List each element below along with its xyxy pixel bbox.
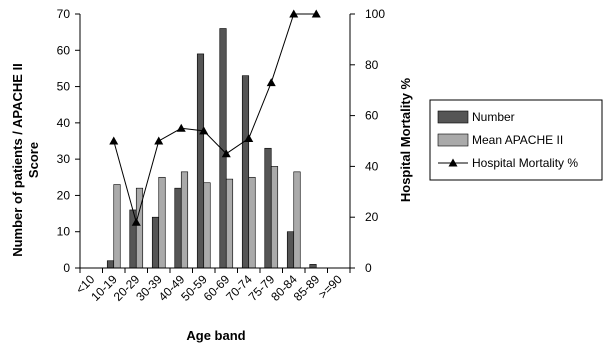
legend: Number Mean APACHE II Hospital Mortality % [429, 99, 603, 181]
bar-mean-apache-ii [293, 171, 301, 269]
y-axis-right: 0 20 40 60 80 100 [349, 7, 385, 275]
x-tick-label: >=90 [316, 272, 345, 301]
y-tick-label: 60 [57, 43, 71, 57]
mortality-line [113, 13, 317, 225]
y-tick-label: 20 [57, 188, 71, 202]
x-axis-title: Age band [186, 328, 245, 343]
bar-number [151, 216, 160, 269]
y2-tick-label: 80 [365, 58, 379, 72]
legend-label: Hospital Mortality % [472, 156, 578, 170]
bar-mean-apache-ii [180, 171, 189, 269]
mortality-point [244, 133, 254, 142]
legend-label: Mean APACHE II [472, 133, 563, 147]
bar-mean-apache-ii [270, 166, 279, 269]
bar-mean-apache-ii [135, 187, 144, 269]
y2-tick-label: 0 [365, 261, 372, 275]
y-tick-label: 30 [57, 152, 71, 166]
bar-mean-apache-ii [158, 176, 166, 269]
y2-tick-label: 40 [365, 159, 379, 173]
bar-number [174, 187, 182, 269]
y-axis-title-line2: Score [26, 142, 41, 178]
y-tick-label: 0 [63, 261, 70, 275]
legend-triangle-marker [448, 158, 458, 167]
y2-tick-label: 20 [365, 210, 379, 224]
y-tick-label: 70 [57, 7, 71, 21]
mortality-point [311, 9, 321, 18]
x-tick-label: 85-89 [291, 272, 323, 304]
y-tick-label: 10 [57, 225, 71, 239]
legend-swatch [437, 133, 469, 147]
bar-number [309, 264, 317, 269]
mortality-point [154, 136, 164, 145]
mortality-point [131, 217, 141, 226]
bar-mean-apache-ii [203, 182, 211, 269]
bar-number [106, 260, 115, 269]
mortality-point [289, 9, 299, 18]
y-tick-label: 50 [57, 80, 71, 94]
y-axis-title-line1: Number of patients / APACHE II [10, 63, 25, 257]
mortality-point [266, 78, 276, 87]
bar-number [196, 53, 205, 269]
mortality-point [176, 123, 186, 132]
y2-tick-label: 100 [365, 7, 385, 21]
bar-number [286, 231, 295, 269]
legend-swatch [437, 110, 469, 124]
bar-number [264, 147, 272, 269]
y2-axis-title: Hospital Mortality % [398, 77, 413, 202]
bar-number [241, 75, 250, 269]
x-axis: <1010-1920-2930-3940-4950-5960-6970-7475… [73, 267, 351, 304]
bar-mean-apache-ii [113, 184, 121, 269]
bar-mean-apache-ii [248, 176, 256, 269]
mortality-point [199, 126, 209, 135]
y2-tick-label: 60 [365, 109, 379, 123]
legend-label: Number [472, 110, 515, 124]
mortality-point [221, 149, 231, 158]
bar-mean-apache-ii [225, 178, 234, 269]
y-tick-label: 40 [57, 116, 71, 130]
y-axis-left: 0 10 20 30 40 50 60 70 [57, 7, 81, 275]
mortality-point [109, 136, 119, 145]
plot-area [106, 9, 321, 269]
